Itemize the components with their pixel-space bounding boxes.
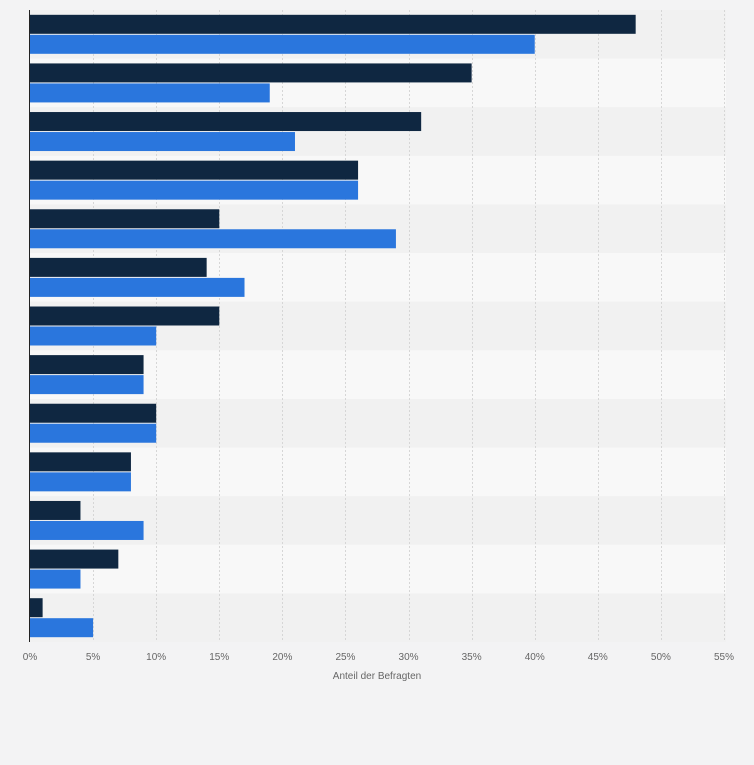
bar [30,112,422,132]
row-band [30,544,726,594]
bar [30,257,207,277]
x-tick-label: 30% [399,652,419,663]
bar [30,520,144,540]
x-tick-label: 15% [209,652,229,663]
bar [30,83,270,103]
bar [30,355,144,375]
row-bands [30,10,726,642]
bar [30,423,157,443]
bar [30,569,81,589]
x-tick-label: 10% [146,652,166,663]
bar [30,14,636,34]
bar [30,549,119,569]
bar [30,132,295,152]
x-tick-label: 25% [335,652,355,663]
x-tick-label: 45% [588,652,608,663]
bar [30,34,535,54]
x-axis-label: Anteil der Befragten [333,671,421,682]
bar [30,618,94,638]
bar [30,63,472,83]
bar [30,452,131,472]
bar [30,472,131,492]
bar [30,326,157,346]
bar [30,500,81,520]
x-tick-label: 35% [462,652,482,663]
x-tick-label: 20% [272,652,292,663]
bar [30,229,396,249]
row-band [30,350,726,399]
bar [30,160,359,180]
bar [30,277,245,297]
x-tick-label: 0% [23,652,38,663]
row-band [30,496,726,545]
x-tick-label: 5% [86,652,101,663]
bars [30,14,636,638]
x-tick-labels: 0% 5% 10% 15% 20% 25% 30% 35% 40% 45% 50% 55% [23,652,734,663]
x-tick-label: 55% [714,652,734,663]
bar [30,598,43,618]
bar [30,180,359,200]
x-tick-label: 40% [525,652,545,663]
bar [30,306,220,326]
bar [30,403,157,423]
row-band [30,447,726,497]
x-tick-label: 50% [651,652,671,663]
bar [30,375,144,395]
bar [30,209,220,229]
row-band [30,593,726,642]
